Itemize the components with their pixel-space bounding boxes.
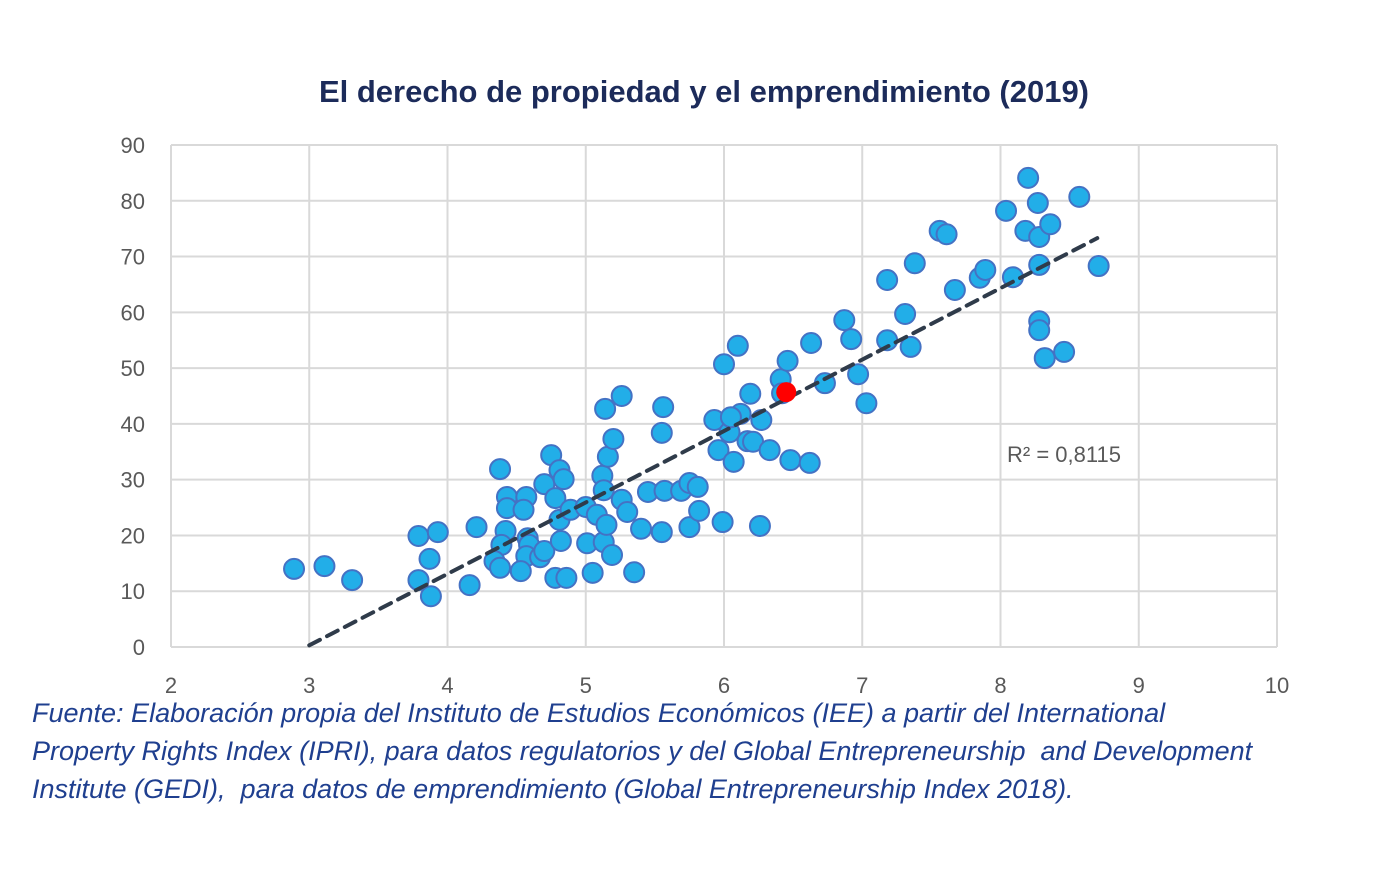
- footnote-line-3: Institute (GEDI), para datos de emprendi…: [32, 774, 1074, 804]
- x-tick-label: 3: [303, 673, 315, 698]
- x-tick-labels: 2 3 4 5 6 7 8 9 10: [165, 673, 1289, 698]
- data-point: [650, 421, 673, 444]
- x-tick-label: 9: [1133, 673, 1145, 698]
- data-point: [776, 349, 799, 372]
- data-point: [1017, 166, 1040, 189]
- data-point: [512, 498, 535, 521]
- data-point: [726, 334, 749, 357]
- data-point: [549, 530, 572, 553]
- x-tick-label: 2: [165, 673, 177, 698]
- data-point: [935, 223, 958, 246]
- data-point: [688, 499, 711, 522]
- highlighted-data-point: [776, 382, 797, 403]
- y-tick-label: 70: [121, 245, 145, 270]
- data-point: [686, 475, 709, 498]
- y-tick-label: 60: [121, 300, 145, 325]
- data-point: [581, 561, 604, 584]
- data-point: [943, 279, 966, 302]
- y-tick-label: 80: [121, 189, 145, 214]
- r-squared-label: R² = 0,8115: [1007, 442, 1121, 467]
- data-point: [855, 392, 878, 415]
- data-point: [602, 427, 625, 450]
- data-point: [1068, 185, 1091, 208]
- data-point: [1033, 347, 1056, 370]
- data-point: [595, 513, 618, 536]
- data-point: [739, 382, 762, 405]
- data-point: [833, 309, 856, 332]
- y-tick-label: 50: [121, 356, 145, 381]
- data-point: [544, 487, 567, 510]
- data-point: [426, 521, 449, 544]
- data-point: [341, 569, 364, 592]
- y-tick-label: 40: [121, 412, 145, 437]
- y-tick-label: 30: [121, 468, 145, 493]
- data-point: [840, 328, 863, 351]
- data-point: [533, 540, 556, 563]
- y-tick-label: 20: [121, 523, 145, 548]
- data-point: [719, 406, 742, 429]
- data-point: [713, 353, 735, 376]
- data-point: [847, 363, 870, 386]
- data-point: [1028, 319, 1051, 342]
- data-point: [1039, 213, 1062, 236]
- data-point: [707, 439, 730, 462]
- data-point: [552, 468, 575, 491]
- data-point: [894, 303, 917, 326]
- data-point: [1053, 340, 1076, 363]
- data-point: [601, 543, 624, 566]
- data-point: [876, 268, 899, 291]
- data-point: [630, 517, 653, 540]
- data-point: [711, 511, 734, 534]
- data-point: [758, 439, 781, 462]
- data-point: [616, 501, 639, 524]
- data-point: [509, 560, 532, 583]
- data-point: [407, 525, 430, 548]
- data-point: [610, 385, 633, 407]
- data-point: [489, 458, 512, 481]
- y-tick-label: 10: [121, 579, 145, 604]
- data-point: [800, 332, 823, 355]
- data-point: [1026, 192, 1049, 215]
- data-point: [419, 585, 442, 608]
- data-point: [995, 199, 1018, 222]
- chart-title: El derecho de propiedad y el emprendimie…: [318, 74, 1090, 109]
- data-point: [903, 252, 926, 275]
- x-tick-label: 5: [580, 673, 592, 698]
- data-point: [458, 574, 481, 597]
- x-tick-label: 10: [1265, 673, 1289, 698]
- data-point: [418, 547, 441, 570]
- x-tick-label: 7: [856, 673, 868, 698]
- data-point: [779, 449, 802, 472]
- data-point: [650, 521, 673, 544]
- data-point: [798, 451, 821, 474]
- y-tick-label: 90: [121, 133, 145, 158]
- data-point: [594, 397, 617, 420]
- data-point: [1087, 255, 1110, 278]
- trendline: [307, 236, 1100, 648]
- y-tick-labels: 0 10 20 30 40 50 60 70 80 90: [121, 133, 145, 660]
- data-point: [313, 555, 336, 578]
- x-tick-label: 8: [994, 673, 1006, 698]
- data-point: [465, 516, 488, 539]
- x-tick-label: 6: [718, 673, 730, 698]
- x-tick-label: 4: [441, 673, 453, 698]
- data-point: [652, 396, 675, 419]
- data-point: [283, 557, 306, 580]
- data-point: [555, 566, 578, 589]
- data-point: [748, 514, 771, 537]
- data-point: [678, 516, 701, 539]
- data-point: [489, 556, 512, 579]
- footnote-line-2: Property Rights Index (IPRI), para datos…: [32, 736, 1253, 766]
- data-points: [283, 166, 1110, 608]
- data-point: [722, 450, 745, 473]
- footnote-line-1: Fuente: Elaboración propia del Instituto…: [32, 698, 1166, 728]
- data-point: [899, 335, 922, 358]
- data-point: [974, 258, 997, 281]
- grid: [170, 144, 1278, 648]
- y-tick-label: 0: [133, 635, 145, 660]
- data-point: [623, 561, 646, 584]
